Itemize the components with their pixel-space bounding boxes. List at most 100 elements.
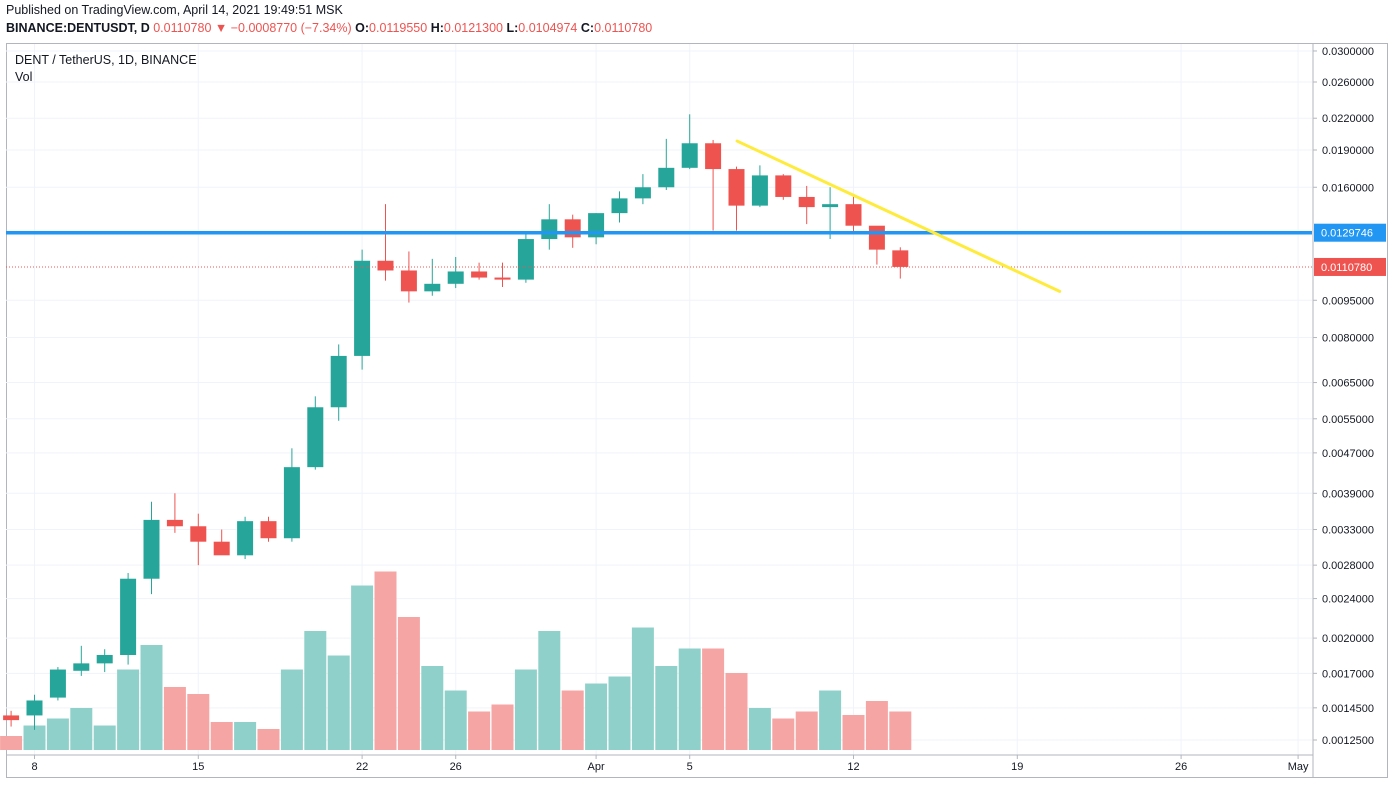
candle-body [283,467,300,539]
volume-bar [795,711,818,750]
candle-body [658,167,675,188]
volume-bar [468,711,491,750]
volume-bar [608,676,631,750]
volume-bar [444,690,467,750]
x-tick-label: 26 [1175,761,1187,773]
candle [845,194,862,234]
y-tick-label: 0.0095000 [1322,295,1374,307]
volume-bar [280,669,303,750]
candle-body [494,277,511,280]
candle-body [634,187,651,199]
volume-bar [374,571,397,750]
volume-bar [631,627,654,750]
volume-bar [140,645,163,750]
candle [377,204,394,281]
candle [798,185,815,225]
volume-bar [889,711,912,750]
candle [400,251,417,303]
volume-bar [819,690,842,750]
grid-lines [6,44,1312,755]
volume-bar [257,729,280,750]
y-tick-label: 0.0065000 [1322,378,1374,390]
y-tick-label: 0.0080000 [1322,333,1374,345]
volume-bar [655,666,678,750]
y-tick-label: 0.0300000 [1322,46,1374,58]
volume-bar [23,725,46,750]
candle-body [868,225,885,250]
high-value: 0.0121300 [443,21,503,35]
candle [588,213,605,245]
volume-bar [93,725,116,750]
candle-body [330,355,347,408]
candle [541,204,558,250]
volume-legend: Vol [15,70,33,84]
candle [143,501,160,595]
last-price-text: 0.0110780 [153,21,212,35]
volume-bar [163,687,186,750]
volume-bar [70,708,93,750]
candle-body [49,669,66,698]
candle-body [424,283,441,292]
candle [634,174,651,205]
y-tick-label: 0.0014500 [1322,703,1374,715]
candle [73,645,90,676]
candle-body [517,239,534,280]
candle-body [213,541,230,556]
open-value: 0.0119550 [369,21,428,35]
x-tick-label: 8 [31,761,37,773]
y-tick-label: 0.0020000 [1322,633,1374,645]
candle [3,710,20,727]
low-value: 0.0104974 [518,21,578,35]
candle-body [377,260,394,271]
volume-bar [842,715,865,750]
candle [49,667,66,701]
volume-bar [234,722,257,750]
last-price-label: 0.0110780 [1321,262,1372,274]
time-axis: 8 15 22 26 Apr 5 12 19 26 May [6,754,1313,773]
low-label: L: [506,21,519,35]
candle [494,262,511,288]
y-tick-label: 0.0260000 [1322,77,1374,89]
close-value: 0.0110780 [594,21,653,35]
candle [330,344,347,421]
candle-body [143,519,160,579]
candle-body [728,169,745,206]
x-tick-label: 12 [847,761,859,773]
x-tick-label: May [1288,761,1309,773]
candle [190,513,207,566]
volume-bars [0,571,912,750]
candle [751,165,768,208]
volume-bar [46,718,69,750]
candle-body [3,715,20,721]
chart-legend-title: DENT / TetherUS, 1D, BINANCE [15,53,197,67]
published-line: Published on TradingView.com, April 14, … [6,3,343,17]
price-axis: 0.0300000 0.0260000 0.0220000 0.0190000 0.01… [1312,44,1386,778]
candle [705,139,722,231]
candle [283,448,300,542]
x-tick-label: Apr [588,761,605,773]
y-tick-label: 0.0024000 [1322,594,1374,606]
candle-body [705,143,722,170]
candle-body [190,526,207,542]
volume-bar [491,704,514,750]
y-tick-label: 0.0017000 [1322,668,1374,680]
symbol-text: BINANCE:DENTUSDT, D [6,21,150,35]
candle [611,191,628,223]
candle-body [845,204,862,226]
volume-bar [561,690,584,750]
published-text: Published on TradingView.com, April 14, … [6,3,343,17]
candle [354,249,371,370]
volume-bar [210,722,233,750]
volume-bar [585,683,608,750]
volume-bar [0,736,23,750]
x-tick-label: 5 [687,761,693,773]
candle [213,529,230,556]
y-tick-label: 0.0220000 [1322,113,1374,125]
candle [822,187,839,240]
volume-bar [678,648,701,750]
candle-body [471,271,488,278]
candle [237,516,254,560]
x-tick-label: 19 [1011,761,1023,773]
candle [892,247,909,279]
